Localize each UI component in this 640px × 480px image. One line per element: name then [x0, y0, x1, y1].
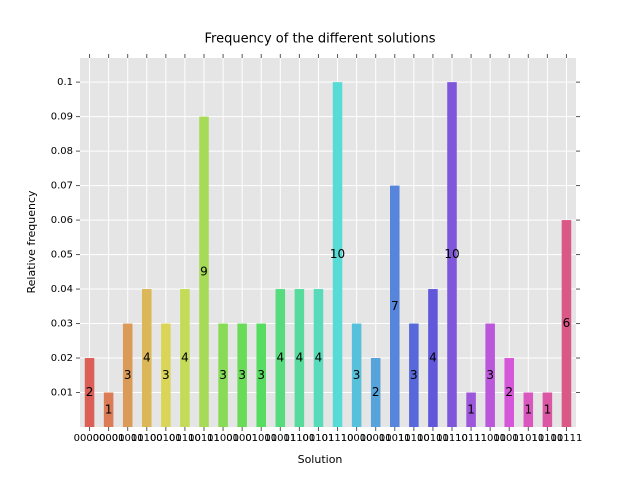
- x-tick-label: 11111: [551, 433, 583, 444]
- value-label: 3: [219, 368, 227, 382]
- plot-background: [80, 58, 576, 427]
- bar: [313, 289, 324, 427]
- y-tick-label: 0.09: [51, 112, 73, 123]
- x-tick-label: 01100: [283, 433, 315, 444]
- value-label: 2: [505, 385, 513, 399]
- bar: [218, 323, 228, 427]
- value-label: 3: [486, 368, 494, 382]
- bar: [466, 392, 476, 427]
- chart-title: Frequency of the different solutions: [204, 32, 435, 47]
- x-axis-label: Solution: [298, 453, 343, 466]
- x-tick-label: 10001: [360, 433, 392, 444]
- value-label: 1: [544, 402, 552, 416]
- bar: [256, 323, 266, 427]
- bar: [351, 323, 362, 427]
- y-tick-label: 0.02: [51, 353, 73, 364]
- x-tick-label: 10011: [379, 433, 411, 444]
- bar: [428, 289, 438, 427]
- bar: [84, 358, 95, 427]
- x-tick-label: 01011: [264, 433, 296, 444]
- value-label: 2: [372, 385, 380, 399]
- x-tick-label: 00110: [169, 433, 201, 444]
- x-tick-label: 00100: [131, 433, 163, 444]
- value-label: 3: [410, 368, 418, 382]
- x-tick-label: 10100: [398, 433, 430, 444]
- value-label: 3: [353, 368, 361, 382]
- value-label: 4: [315, 351, 323, 365]
- bar: [390, 185, 400, 427]
- x-tick-label: 00101: [150, 433, 182, 444]
- x-tick-label: 11100: [531, 433, 563, 444]
- y-axis-label: Relative frequency: [25, 190, 38, 294]
- value-label: 3: [238, 368, 246, 382]
- bar: [561, 220, 572, 427]
- y-tick-label: 0.07: [51, 181, 73, 192]
- value-label: 4: [181, 351, 189, 365]
- y-tick-label: 0.1: [57, 77, 73, 88]
- y-tick-label: 0.04: [51, 284, 73, 295]
- x-tick-label: 00000: [74, 433, 106, 444]
- x-tick-label: 10000: [341, 433, 373, 444]
- bar: [237, 323, 247, 427]
- value-label: 1: [524, 402, 532, 416]
- y-tick-label: 0.08: [51, 146, 73, 157]
- x-tick-label: 01010: [245, 433, 277, 444]
- x-tick-label: 01001: [226, 433, 258, 444]
- value-label: 10: [330, 247, 345, 261]
- bar: [332, 82, 343, 427]
- x-tick-label: 00111: [188, 433, 220, 444]
- value-label: 4: [276, 351, 284, 365]
- value-label: 4: [143, 351, 151, 365]
- value-label: 1: [467, 402, 475, 416]
- value-label: 9: [200, 264, 208, 278]
- bar: [142, 289, 152, 427]
- value-label: 3: [257, 368, 265, 382]
- bar: [180, 289, 190, 427]
- y-tick-label: 0.05: [51, 250, 73, 261]
- y-tick-label: 0.06: [51, 215, 73, 226]
- x-tick-label: 00001: [93, 433, 125, 444]
- x-tick-label: 11010: [512, 433, 544, 444]
- bar: [370, 358, 381, 427]
- value-label: 4: [429, 351, 437, 365]
- value-label: 3: [162, 368, 170, 382]
- bar: [504, 358, 514, 427]
- bar: [485, 323, 495, 427]
- value-label: 7: [391, 299, 399, 313]
- bar: [275, 289, 286, 427]
- value-label: 4: [296, 351, 304, 365]
- bar: [161, 323, 171, 427]
- x-tick-label: 10101: [417, 433, 449, 444]
- y-tick-label: 0.01: [51, 388, 73, 399]
- value-label: 1: [105, 402, 113, 416]
- bar: [199, 116, 209, 428]
- bar: [542, 392, 553, 427]
- x-tick-label: 10111: [455, 433, 487, 444]
- x-tick-label: 11000: [474, 433, 506, 444]
- bar: [447, 82, 457, 427]
- bar: [523, 392, 534, 427]
- value-label: 6: [563, 316, 571, 330]
- bar: [103, 392, 114, 427]
- x-tick-label: 00011: [112, 433, 144, 444]
- bar: [294, 289, 305, 427]
- value-label: 3: [124, 368, 132, 382]
- y-tick-label: 0.03: [51, 319, 73, 330]
- x-tick-label: 01110: [322, 433, 354, 444]
- x-tick-label: 01000: [207, 433, 239, 444]
- x-tick-label: 10110: [436, 433, 468, 444]
- value-label: 2: [86, 385, 94, 399]
- bar: [409, 323, 419, 427]
- x-tick-label: 01101: [303, 433, 335, 444]
- value-label: 10: [444, 247, 459, 261]
- bar: [122, 323, 133, 427]
- x-tick-label: 11001: [493, 433, 525, 444]
